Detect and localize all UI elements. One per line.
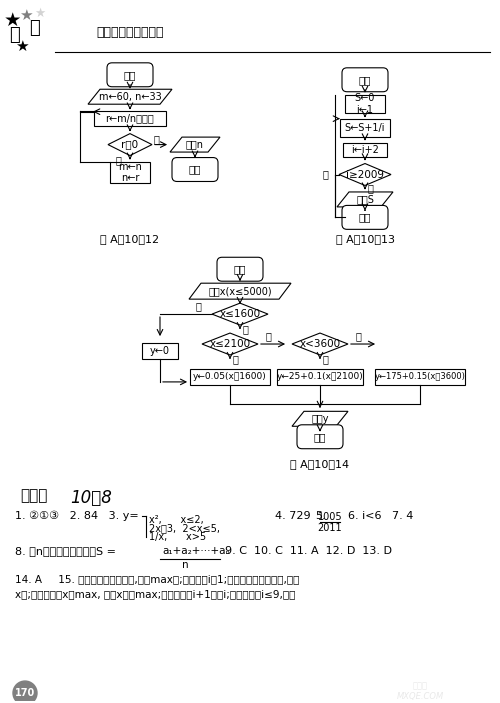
Text: 是: 是 (367, 183, 373, 193)
Text: 输出n: 输出n (186, 140, 204, 150)
Text: x²,      x≤2,: x², x≤2, (149, 515, 204, 524)
Text: y←0: y←0 (150, 346, 170, 356)
Text: S←S+1/i: S←S+1/i (345, 122, 385, 133)
Text: ★: ★ (34, 6, 46, 20)
FancyBboxPatch shape (342, 67, 388, 91)
Text: 9. C  10. C  11. A  12. D  13. D: 9. C 10. C 11. A 12. D 13. D (225, 546, 392, 557)
Text: r＝0: r＝0 (122, 140, 138, 150)
Bar (277, 369, 363, 385)
Text: 2x－3,  2<x≤5,: 2x－3, 2<x≤5, (149, 524, 220, 534)
Text: 否: 否 (115, 155, 121, 165)
Text: 输入x(x≤5000): 输入x(x≤5000) (208, 286, 272, 296)
Bar (345, 95, 385, 112)
Bar (343, 143, 387, 157)
Text: 170: 170 (15, 688, 35, 698)
Bar (110, 162, 150, 183)
Text: S←0
i←1: S←0 i←1 (355, 93, 375, 115)
Text: a₁+a₂+···+aₙ: a₁+a₂+···+aₙ (162, 546, 230, 557)
Text: 答案圈
MXQE.COM: 答案圈 MXQE.COM (396, 681, 444, 701)
Text: 同步题组训练与测评: 同步题组训练与测评 (96, 27, 164, 39)
Text: 否: 否 (265, 331, 271, 341)
FancyBboxPatch shape (217, 257, 263, 281)
Circle shape (13, 681, 37, 703)
FancyBboxPatch shape (172, 157, 218, 181)
Text: y←0.05(x－1600): y←0.05(x－1600) (193, 373, 267, 382)
Polygon shape (108, 134, 152, 155)
Text: 8. 求n个数的算术平均数S =: 8. 求n个数的算术平均数S = (15, 546, 116, 557)
Text: 第二组: 第二组 (20, 489, 48, 503)
Text: i←i+2: i←i+2 (351, 145, 379, 155)
Text: m←60, n←33: m←60, n←33 (98, 91, 162, 102)
Text: 图 A－10－12: 图 A－10－12 (100, 234, 160, 245)
Polygon shape (212, 303, 268, 325)
Text: y←25+0.1(x－2100): y←25+0.1(x－2100) (276, 373, 364, 382)
Text: m←n
n←r: m←n n←r (118, 162, 142, 183)
Text: 是: 是 (195, 301, 201, 311)
Polygon shape (292, 333, 348, 355)
Text: 开始: 开始 (234, 264, 246, 274)
Text: 是: 是 (153, 134, 159, 145)
Polygon shape (88, 89, 172, 104)
Text: 4. 729: 4. 729 (275, 510, 310, 520)
Polygon shape (292, 411, 348, 426)
Text: 否: 否 (322, 169, 328, 179)
Polygon shape (337, 192, 393, 207)
Bar (142, 343, 178, 359)
Text: 5.: 5. (315, 510, 326, 520)
Text: 否: 否 (242, 324, 248, 334)
Text: n: n (182, 560, 188, 570)
Polygon shape (339, 164, 391, 186)
Text: ★: ★ (4, 11, 21, 30)
Text: 开始: 开始 (359, 75, 371, 85)
Polygon shape (170, 137, 220, 152)
Text: y←175+0.15(x－3600): y←175+0.15(x－3600) (374, 373, 466, 382)
Text: r←m/n的余数: r←m/n的余数 (106, 114, 154, 124)
Text: 1/x,      x>5: 1/x, x>5 (149, 532, 206, 543)
Text: x中;第四步：若x＞max, 则将x赋予max;第五步：将i+1赋予i;第六步：若i≤9,返回: x中;第四步：若x＞max, 则将x赋予max;第五步：将i+1赋予i;第六步：… (15, 589, 296, 600)
Text: 2011: 2011 (318, 522, 342, 532)
Text: 结束: 结束 (359, 212, 371, 222)
Text: 10－8: 10－8 (70, 489, 112, 507)
Text: 1005: 1005 (318, 512, 342, 522)
Bar (190, 369, 270, 385)
Text: 学: 学 (28, 19, 40, 37)
Text: 结束: 结束 (189, 165, 201, 174)
Polygon shape (189, 283, 291, 299)
Text: 6. i<6   7. 4: 6. i<6 7. 4 (348, 510, 414, 520)
Text: x≤2100: x≤2100 (210, 339, 250, 349)
FancyBboxPatch shape (107, 63, 153, 86)
Text: 数: 数 (8, 26, 20, 44)
Bar (375, 369, 465, 385)
FancyBboxPatch shape (342, 205, 388, 229)
Text: x≤1600: x≤1600 (220, 309, 260, 319)
Text: 否: 否 (355, 331, 361, 341)
Bar (94, 111, 166, 126)
Text: 是: 是 (322, 354, 328, 364)
Text: 图 A－10－13: 图 A－10－13 (336, 234, 394, 245)
Text: ★: ★ (15, 39, 29, 54)
Text: 14. A     15. 第一步：输入一个数,放在max中;第二步：i＝1;第三步：输入一个数,放入: 14. A 15. 第一步：输入一个数,放在max中;第二步：i＝1;第三步：输… (15, 574, 300, 584)
Text: i≥2009: i≥2009 (346, 169, 384, 179)
Bar (340, 119, 390, 136)
Text: 开始: 开始 (124, 70, 136, 79)
Text: 结束: 结束 (314, 432, 326, 441)
Text: 是: 是 (232, 354, 238, 364)
Text: x<3600: x<3600 (300, 339, 341, 349)
Text: 输出y: 输出y (311, 414, 329, 424)
FancyBboxPatch shape (297, 425, 343, 449)
Polygon shape (202, 333, 258, 355)
Text: ★: ★ (19, 8, 33, 22)
Text: 输出S: 输出S (356, 195, 374, 205)
Text: 图 A－10－14: 图 A－10－14 (290, 458, 350, 469)
Text: 1. ②①③   2. 84   3. y=: 1. ②①③ 2. 84 3. y= (15, 510, 139, 521)
